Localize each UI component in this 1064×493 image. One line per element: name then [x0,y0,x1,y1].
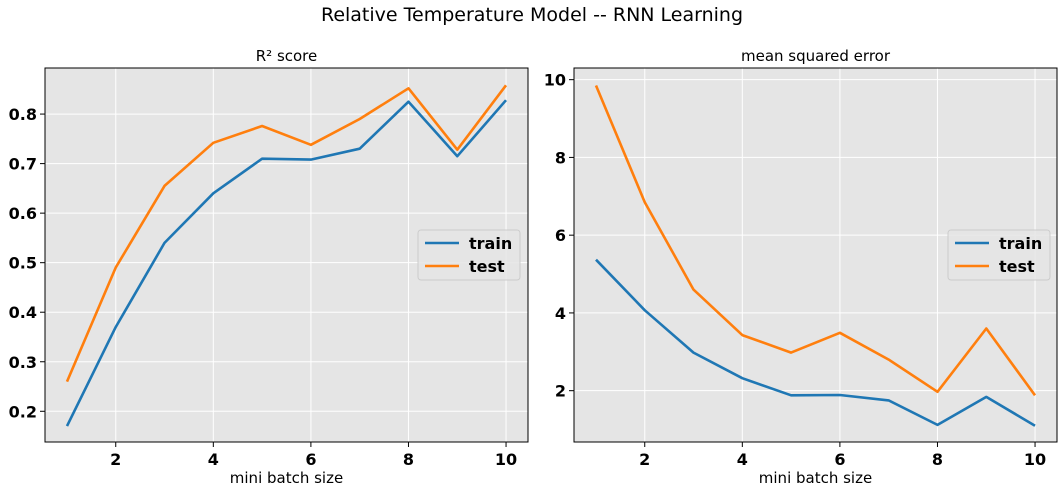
chart-title: mean squared error [741,47,891,65]
figure-title: Relative Temperature Model -- RNN Learni… [320,4,744,26]
x-tick-label: 10 [1024,450,1046,469]
y-tick-label: 4 [555,304,566,323]
plot-frame [573,67,1058,443]
y-tick-label: 0.4 [9,303,37,322]
y-tick-label: 0.7 [9,155,37,174]
x-axis-label: mini batch size [230,469,343,487]
x-axis-label: mini batch size [759,469,872,487]
y-tick-label: 0.2 [9,402,37,421]
series-line-train [65,99,507,427]
legend-label-test: test [469,257,505,276]
chart-panel-2: 2 4 6 8 10 2 4 6 8 10 mean squared error mini batch… [544,47,1058,487]
x-tick-label: 6 [834,450,845,469]
y-tick-label: 2 [555,382,566,401]
series-line-test [65,84,508,383]
legend-label-train: train [469,234,512,253]
x-tick-label: 2 [639,450,650,469]
y-tick-label: 0.3 [9,353,37,372]
y-tick-label: 10 [544,71,566,90]
y-tick-label: 0.5 [9,254,37,273]
x-tick-label: 2 [110,450,121,469]
x-tick-label: 4 [208,450,219,469]
x-tick-label: 6 [305,450,316,469]
legend: train test [947,229,1051,281]
chart-title: R² score [256,47,318,65]
y-tick-label: 6 [555,226,566,245]
x-tick-label: 4 [737,450,748,469]
plot-frame [44,67,529,443]
series-line-test [594,84,1037,397]
chart-panel-1: 2 4 6 8 10 0.2 0.3 0.4 0.5 0.6 0.7 0.8 R² score mini … [9,47,529,487]
x-tick-label: 8 [932,450,943,469]
x-tick-label: 8 [403,450,414,469]
y-tick-label: 0.8 [9,105,37,124]
legend: train test [417,229,521,281]
legend-label-test: test [999,257,1035,276]
x-tick-label: 10 [495,450,517,469]
series-line-train [595,258,1036,427]
legend-label-train: train [999,234,1042,253]
y-tick-label: 8 [555,148,566,167]
y-tick-label: 0.6 [9,204,37,223]
